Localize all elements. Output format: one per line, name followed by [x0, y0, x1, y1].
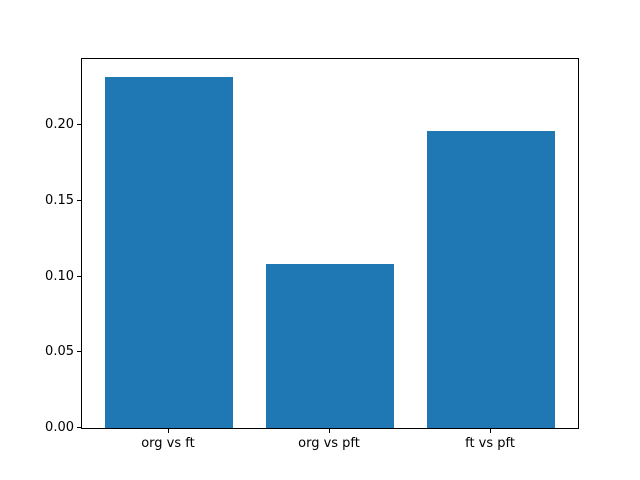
- x-tick-label-org-vs-pft: org vs pft: [298, 436, 360, 451]
- y-tick-mark: [77, 351, 81, 353]
- y-tick-label: 0.10: [45, 268, 74, 284]
- y-tick-mark: [77, 275, 81, 277]
- y-tick-mark: [77, 124, 81, 126]
- x-tick-label-org-vs-ft: org vs ft: [141, 436, 195, 451]
- bar-org-vs-ft: [104, 76, 234, 428]
- x-tick-label-ft-vs-pft: ft vs pft: [465, 436, 515, 451]
- x-tick-mark: [490, 429, 492, 433]
- y-tick-label: 0.15: [45, 192, 74, 208]
- x-tick-mark: [329, 429, 330, 433]
- y-tick-label: 0.05: [45, 344, 74, 360]
- plot-area: [81, 58, 579, 429]
- y-tick-mark: [77, 427, 81, 428]
- bar-ft-vs-pft: [426, 131, 556, 428]
- x-tick-mark: [167, 429, 169, 433]
- y-tick-mark: [77, 199, 81, 201]
- y-tick-label: 0.20: [45, 117, 74, 133]
- y-tick-label: 0.00: [45, 420, 74, 435]
- bar-org-vs-pft: [265, 264, 395, 428]
